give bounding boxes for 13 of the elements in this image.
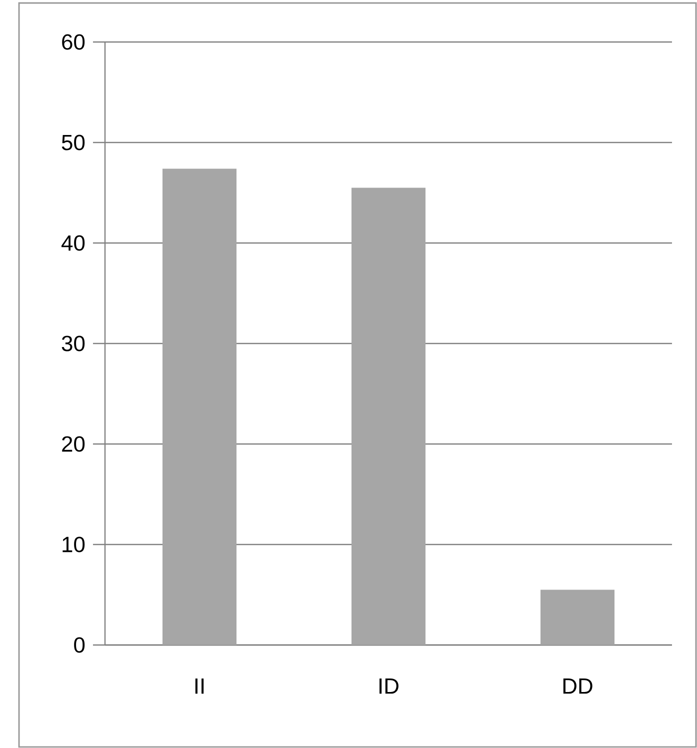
x-tick-label: ID xyxy=(380,678,398,694)
bar xyxy=(162,168,236,645)
y-tick-label: 0 xyxy=(74,637,85,653)
x-tick-label: DD xyxy=(563,678,592,694)
x-tick-label: II xyxy=(195,678,204,694)
bar xyxy=(540,590,614,645)
y-tick-label: 30 xyxy=(62,336,85,352)
y-tick-label: 50 xyxy=(62,134,85,150)
y-tick-label: 60 xyxy=(62,34,85,50)
y-tick-label: 20 xyxy=(62,436,85,452)
y-tick-label: 10 xyxy=(62,536,85,552)
bar xyxy=(351,188,426,645)
y-tick-label: 40 xyxy=(61,235,85,251)
